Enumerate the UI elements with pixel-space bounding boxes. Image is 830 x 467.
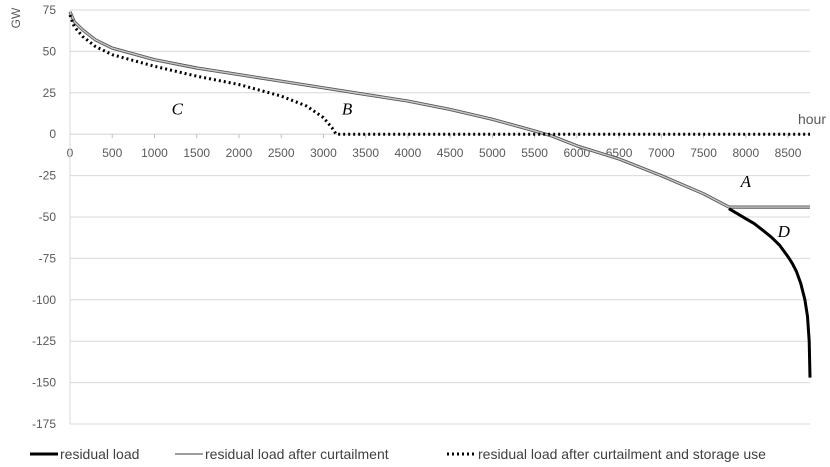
x-tick-label: 500 bbox=[102, 146, 122, 160]
y-tick-label: 25 bbox=[43, 86, 57, 100]
x-tick-label: 4000 bbox=[395, 146, 422, 160]
x-tick-label: 2500 bbox=[268, 146, 295, 160]
x-tick-label: 3500 bbox=[352, 146, 379, 160]
legend-label-after-storage: residual load after curtailment and stor… bbox=[478, 446, 766, 462]
x-tick-label: 3000 bbox=[310, 146, 337, 160]
x-tick-label: 1500 bbox=[183, 146, 210, 160]
x-tick-labels: 0500100015002000250030003500400045005000… bbox=[67, 134, 802, 160]
y-tick-label: -150 bbox=[32, 376, 56, 390]
y-tick-label: -50 bbox=[39, 210, 57, 224]
legend-label-residual-load: residual load bbox=[60, 446, 139, 462]
legend-label-after-curtailment: residual load after curtailment bbox=[205, 446, 389, 462]
y-tick-labels: 75 50 25 0 -25 -50 -75 -100 -125 -150 -175 bbox=[32, 3, 56, 431]
x-tick-label: 8500 bbox=[775, 146, 802, 160]
annotation-a: A bbox=[740, 172, 752, 191]
legend: residual load residual load after curtai… bbox=[30, 446, 766, 462]
annotation-c: C bbox=[172, 99, 184, 118]
x-tick-label: 4500 bbox=[437, 146, 464, 160]
x-tick-label: 7500 bbox=[690, 146, 717, 160]
y-tick-label: -175 bbox=[32, 417, 56, 431]
y-tick-label: -100 bbox=[32, 293, 56, 307]
y-tick-label: -75 bbox=[39, 251, 57, 265]
x-tick-label: 5500 bbox=[521, 146, 548, 160]
annotation-b: B bbox=[342, 99, 353, 118]
series-line-residual-load bbox=[728, 207, 812, 378]
annotations: A B C D bbox=[172, 99, 791, 241]
y-tick-label: 50 bbox=[43, 44, 57, 58]
gridlines bbox=[70, 9, 810, 425]
x-tick-label: 8000 bbox=[732, 146, 759, 160]
x-tick-label: 5000 bbox=[479, 146, 506, 160]
y-tick-label: -125 bbox=[32, 334, 56, 348]
y-axis-label: GW bbox=[9, 7, 23, 28]
annotation-d: D bbox=[777, 222, 791, 241]
x-tick-label: 1000 bbox=[141, 146, 168, 160]
series-lines bbox=[68, 11, 812, 378]
x-tick-label: 2000 bbox=[226, 146, 253, 160]
y-tick-label: -25 bbox=[39, 169, 57, 183]
x-tick-label: 6000 bbox=[563, 146, 590, 160]
y-tick-label: 75 bbox=[43, 3, 57, 17]
x-axis-label: hour bbox=[798, 111, 826, 127]
y-tick-label: 0 bbox=[49, 127, 56, 141]
series-line-after-curtailment bbox=[69, 11, 810, 208]
x-tick-label: 7000 bbox=[648, 146, 675, 160]
series-line-after-storage bbox=[68, 14, 810, 136]
